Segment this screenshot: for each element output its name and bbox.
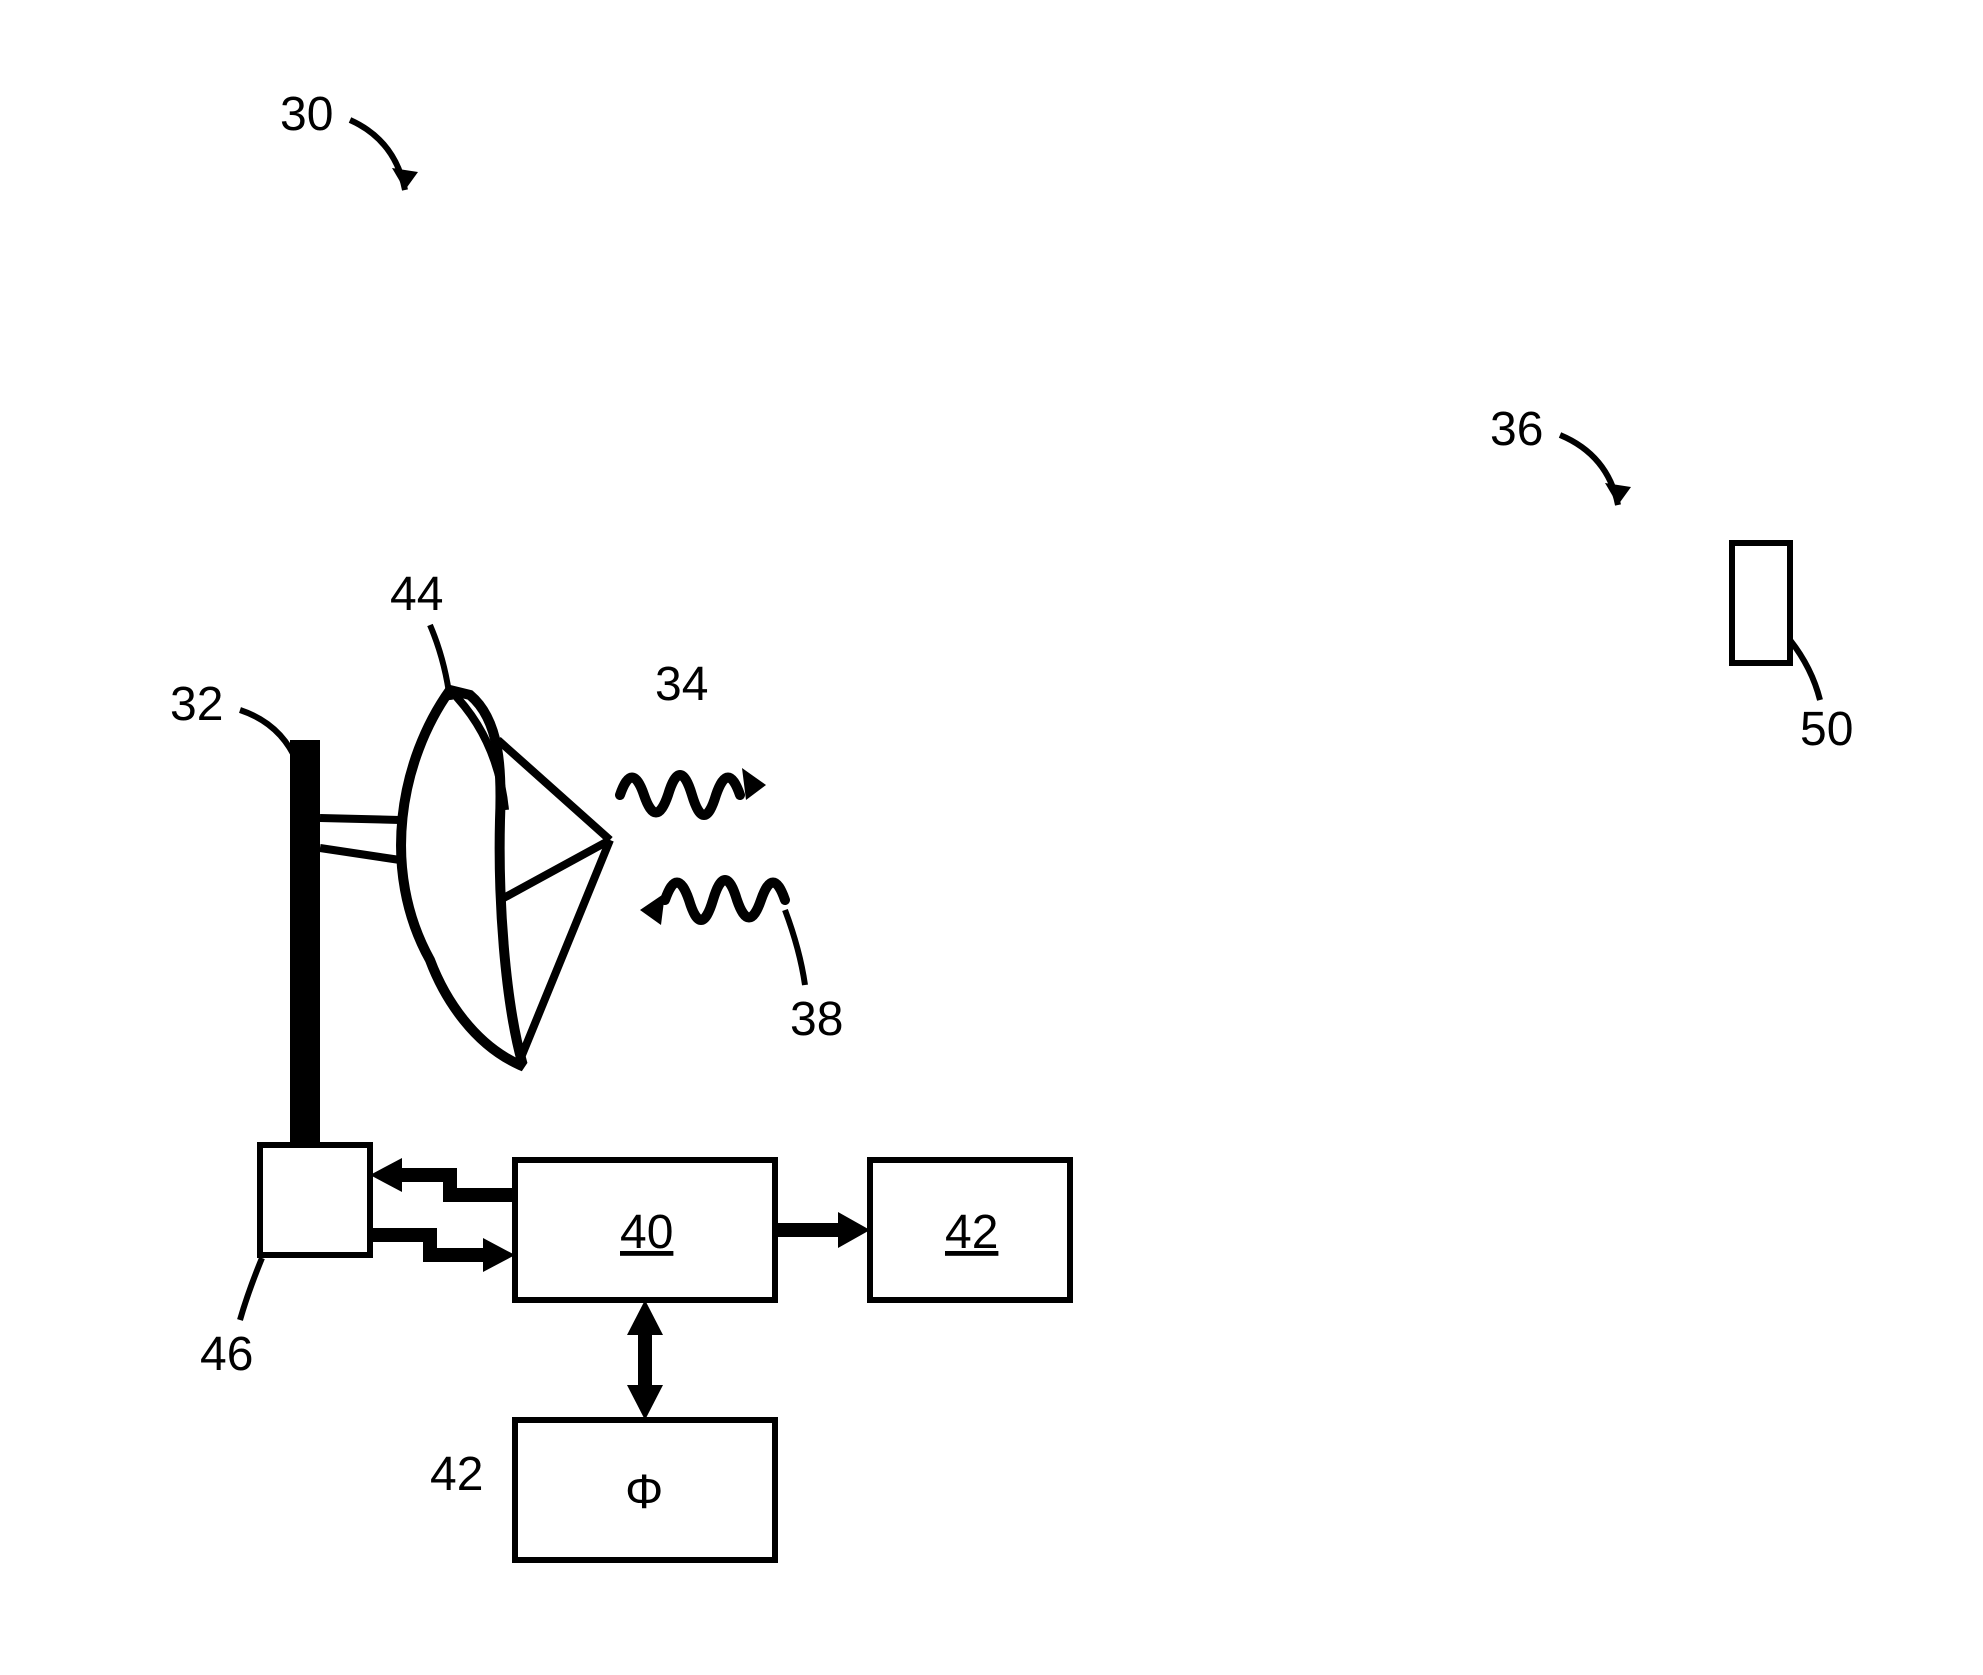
label-44: 44	[390, 568, 443, 621]
label-34: 34	[655, 658, 708, 711]
label-46: 46	[200, 1328, 253, 1381]
wave-in-38: 38	[640, 880, 843, 1046]
label-50: 50	[1800, 703, 1853, 756]
label-36: 36	[1490, 403, 1543, 456]
arrow-40-42	[775, 1212, 870, 1248]
label-phi: Φ	[625, 1466, 663, 1519]
label-42-right: 42	[945, 1206, 998, 1259]
connector-46-40	[370, 1158, 515, 1272]
box-46: 46	[200, 1145, 370, 1381]
label-38: 38	[790, 993, 843, 1046]
antenna	[290, 690, 610, 1145]
box-42: 42	[870, 1160, 1070, 1300]
diagram-canvas: 30 36 50 32 44	[0, 0, 1983, 1675]
label-40: 40	[620, 1206, 673, 1259]
wave-out-34: 34	[620, 658, 766, 815]
box-40: 40	[515, 1160, 775, 1300]
target-50: 50	[1732, 543, 1853, 756]
label-30: 30	[280, 88, 333, 141]
ref-44: 44	[390, 568, 450, 700]
box-phi: Φ 42	[430, 1420, 775, 1560]
ref-30: 30	[280, 88, 418, 190]
arrow-40-phi	[627, 1300, 663, 1420]
label-42-bottom: 42	[430, 1448, 483, 1501]
label-32: 32	[170, 678, 223, 731]
ref-36: 36	[1490, 403, 1631, 505]
